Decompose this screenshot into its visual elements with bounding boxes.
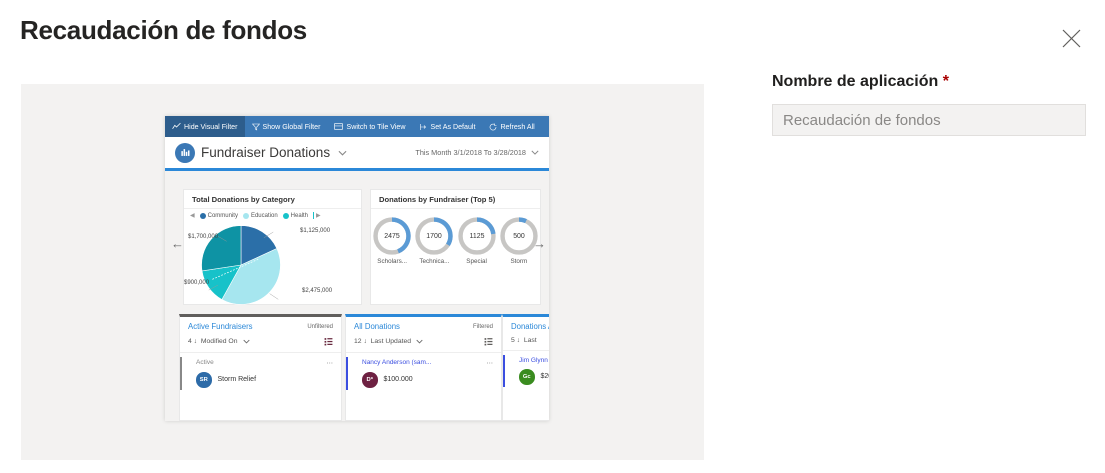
svg-text:1125: 1125 [469, 233, 484, 240]
svg-text:2475: 2475 [384, 233, 400, 240]
svg-text:500: 500 [513, 233, 525, 240]
svg-text:1700: 1700 [427, 233, 443, 240]
